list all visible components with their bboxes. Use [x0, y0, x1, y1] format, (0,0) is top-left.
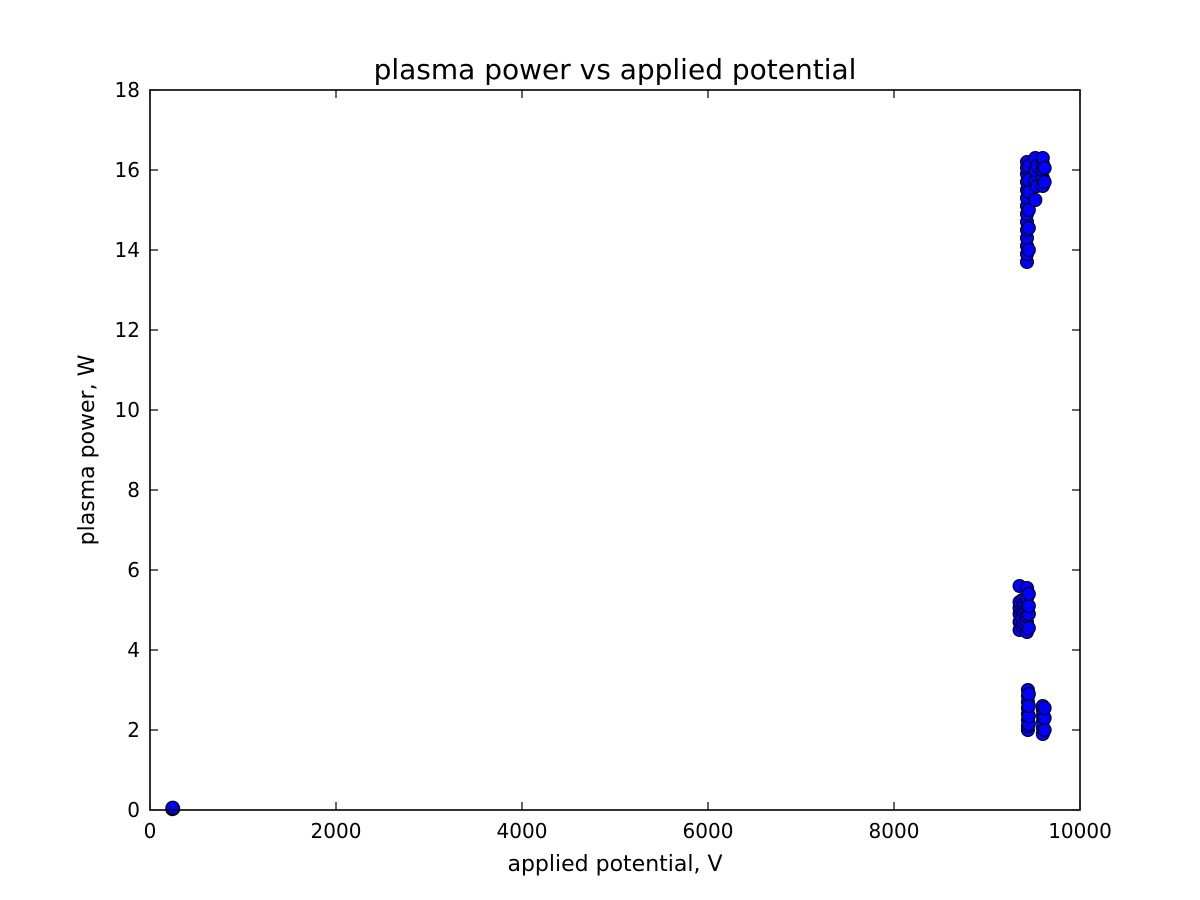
data-points: [165, 151, 1052, 817]
y-tick-label: 2: [127, 718, 140, 742]
data-point: [1021, 221, 1036, 235]
data-point: [1021, 203, 1036, 217]
x-tick-label: 0: [144, 819, 157, 843]
y-tick-label: 10: [115, 398, 140, 422]
plot-frame: [149, 89, 1081, 811]
y-tick-label: 6: [127, 558, 140, 582]
data-point: [1021, 587, 1036, 601]
y-tick-label: 14: [115, 238, 140, 262]
data-point: [1037, 723, 1052, 737]
data-point: [1021, 699, 1036, 713]
x-tick-label: 8000: [869, 819, 920, 843]
y-tick-label: 18: [115, 78, 140, 102]
x-tick-label: 6000: [683, 819, 734, 843]
y-tick-label: 0: [127, 798, 140, 822]
x-tick-label: 2000: [311, 819, 362, 843]
data-point: [165, 800, 180, 815]
data-point: [1021, 621, 1036, 635]
y-axis-label: plasma power, W: [75, 354, 100, 545]
x-axis-label: applied potential, V: [507, 852, 722, 877]
data-point: [1037, 701, 1052, 715]
data-point: [1021, 243, 1036, 257]
data-point: [1028, 193, 1043, 207]
axis-ticks: 0 2000 4000 6000 8000 10000 0 2 4 6 8 10 12 14 16 18: [115, 78, 1112, 843]
data-point: [1037, 161, 1052, 175]
x-tick-label: 4000: [497, 819, 548, 843]
chart-title: plasma power vs applied potential: [374, 53, 857, 86]
y-tick-label: 8: [127, 478, 140, 502]
x-tick-label: 10000: [1048, 819, 1112, 843]
data-point: [1021, 687, 1036, 701]
y-tick-label: 4: [127, 638, 140, 662]
data-point: [1037, 175, 1052, 189]
data-point: [1021, 599, 1036, 613]
y-tick-label: 16: [115, 158, 140, 182]
y-tick-label: 12: [115, 318, 140, 342]
